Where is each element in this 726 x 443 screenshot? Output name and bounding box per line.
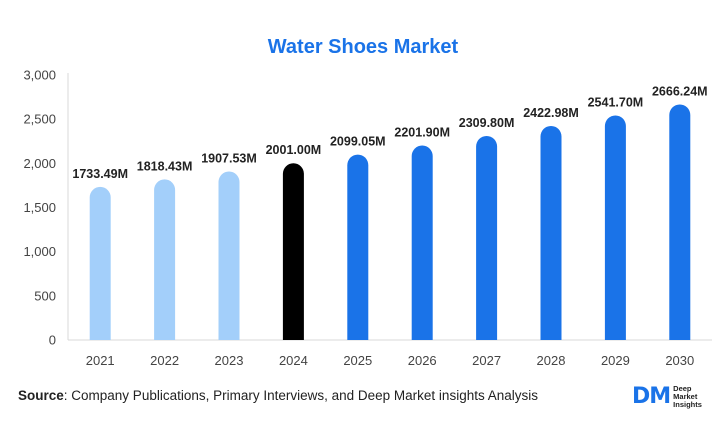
bar: [347, 154, 369, 340]
x-tick-label: 2023: [215, 353, 244, 368]
brand-logo: DM Deep Market Insights: [632, 384, 702, 409]
data-label: 2666.24M: [652, 84, 708, 98]
logo-line-1: Deep: [673, 383, 692, 393]
source-note: Source: Company Publications, Primary In…: [18, 388, 538, 403]
data-label: 2309.80M: [459, 116, 515, 130]
y-tick-label: 2,500: [23, 112, 56, 127]
x-tick-label: 2026: [408, 353, 437, 368]
bar: [218, 171, 240, 340]
y-tick-label: 500: [34, 288, 56, 303]
data-label: 2001.00M: [266, 143, 322, 157]
x-tick-label: 2028: [537, 353, 566, 368]
data-label: 1818.43M: [137, 159, 193, 173]
x-tick-label: 2025: [343, 353, 372, 368]
bar: [89, 186, 111, 340]
data-label: 2201.90M: [394, 125, 450, 139]
source-text: : Company Publications, Primary Intervie…: [63, 388, 538, 403]
x-tick-label: 2024: [279, 353, 308, 368]
x-tick-label: 2022: [150, 353, 179, 368]
chart-title: Water Shoes Market: [267, 36, 459, 58]
y-tick-label: 1,000: [23, 244, 56, 259]
logo-line-3: Insights: [673, 399, 702, 409]
bar: [154, 179, 176, 340]
data-label: 1907.53M: [201, 152, 257, 166]
x-tick-label: 2029: [601, 353, 630, 368]
y-tick-label: 1,500: [23, 200, 56, 215]
data-label: 2541.70M: [588, 95, 644, 109]
source-label: Source: [18, 388, 64, 403]
x-tick-label: 2021: [86, 353, 115, 368]
y-tick-label: 2,000: [23, 156, 56, 171]
data-label: 2099.05M: [330, 135, 386, 149]
bar: [669, 104, 691, 340]
data-label: 2422.98M: [523, 106, 579, 120]
bar: [476, 135, 498, 340]
bar: [282, 163, 304, 340]
x-tick-label: 2030: [665, 353, 694, 368]
bar: [604, 115, 626, 340]
logo-text: Deep Market Insights: [673, 383, 702, 409]
logo-mark: DM: [632, 384, 671, 409]
y-tick-label: 3,000: [23, 68, 56, 83]
data-label: 1733.49M: [72, 167, 128, 181]
bar: [540, 125, 562, 340]
bar: [411, 145, 433, 340]
logo-line-2: Market: [673, 391, 698, 401]
y-tick-label: 0: [49, 333, 56, 348]
x-tick-label: 2027: [472, 353, 501, 368]
